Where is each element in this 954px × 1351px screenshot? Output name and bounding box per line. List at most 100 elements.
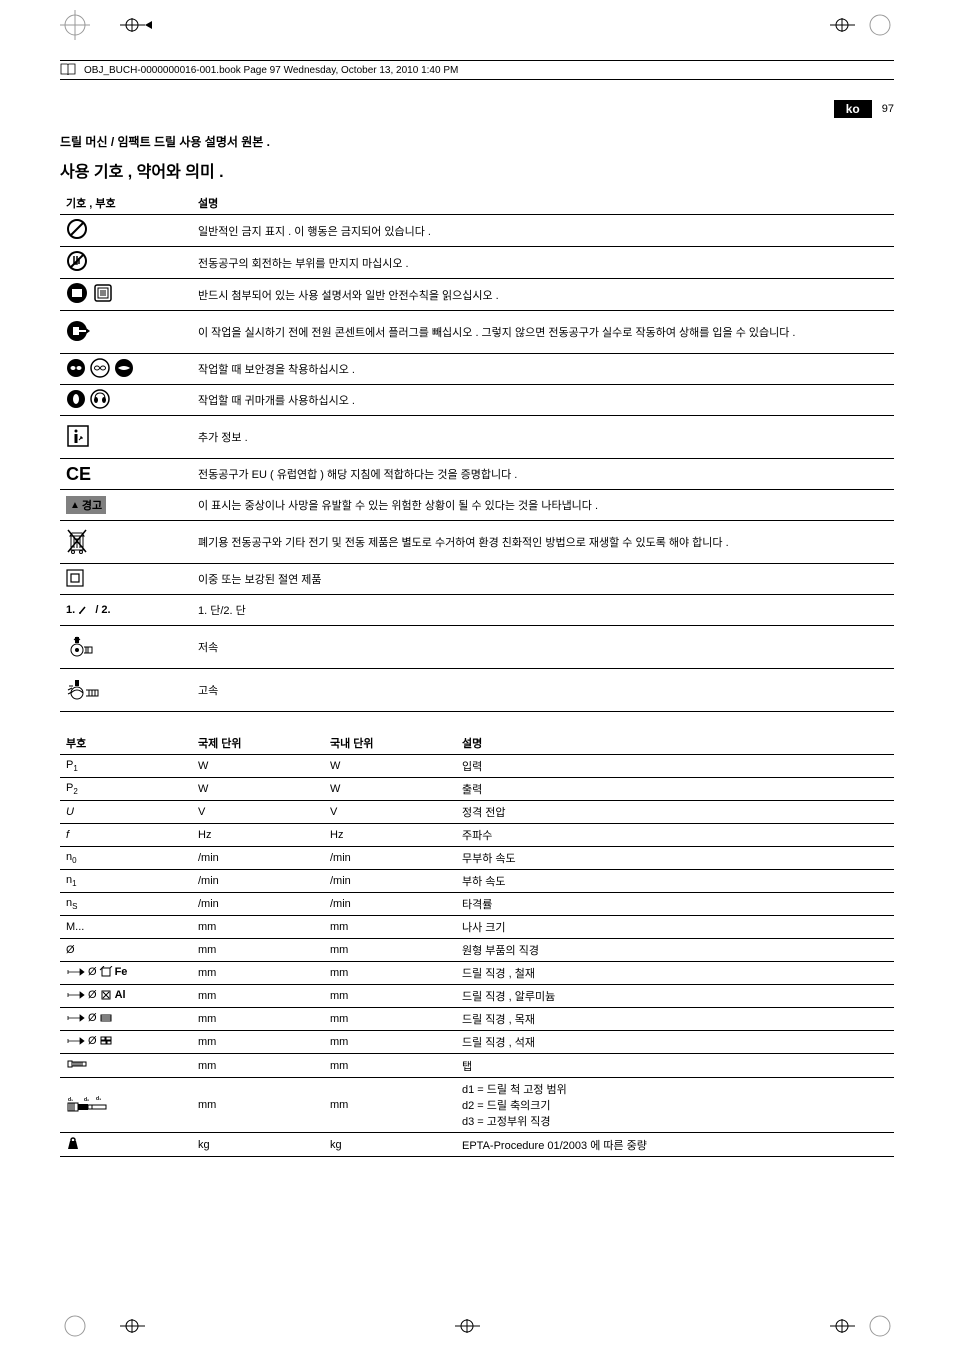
- svg-text:d₂: d₂: [84, 1097, 89, 1103]
- ce-mark: CE: [66, 464, 91, 484]
- udesc: 탭: [456, 1054, 894, 1078]
- fe-icon: [99, 966, 113, 978]
- udesc: 정격 전압: [456, 801, 894, 824]
- low-speed-icon: [66, 635, 96, 657]
- drill-icon: [66, 1036, 86, 1046]
- prohibit-icon: [66, 218, 88, 240]
- ear-icon-2: [90, 389, 110, 409]
- local: mm: [324, 939, 456, 962]
- udesc: 나사 크기: [456, 916, 894, 939]
- udesc: 부하 속도: [456, 870, 894, 893]
- local: mm: [324, 1078, 456, 1133]
- desc-cell: 추가 정보 .: [192, 416, 894, 459]
- drill-icon: [66, 967, 86, 977]
- desc-cell: 작업할 때 보안경을 착용하십시오 .: [192, 354, 894, 385]
- goggles-icon-3: [114, 358, 134, 378]
- sym: d₁d₂d₃: [60, 1078, 192, 1133]
- local: W: [324, 755, 456, 778]
- intl: mm: [192, 939, 324, 962]
- udesc: 드릴 직경 , 목재: [456, 1008, 894, 1031]
- col-desc: 설명: [192, 192, 894, 215]
- sym: n0: [60, 847, 192, 870]
- local: /min: [324, 870, 456, 893]
- crop-marks-bottom: [60, 1311, 894, 1341]
- udesc: 드릴 직경 , 석재: [456, 1031, 894, 1054]
- desc-cell: 고속: [192, 669, 894, 712]
- desc-cell: 폐기용 전동공구와 기타 전기 및 전동 제품은 별도로 수거하여 환경 친화적…: [192, 521, 894, 564]
- intl: mm: [192, 1054, 324, 1078]
- sym: f: [60, 824, 192, 847]
- sym: nS: [60, 893, 192, 916]
- intl: W: [192, 778, 324, 801]
- doc-title: 드릴 머신 / 임팩트 드릴 사용 설명서 원본 .: [60, 133, 894, 150]
- section-heading: 사용 기호 , 약어와 의미 .: [60, 158, 894, 182]
- sym: Ø Al: [60, 985, 192, 1008]
- intl: mm: [192, 1031, 324, 1054]
- warning-badge: ▲경고: [66, 496, 106, 514]
- intl: kg: [192, 1133, 324, 1157]
- local: W: [324, 778, 456, 801]
- desc-cell: 1. 단/2. 단: [192, 595, 894, 626]
- udesc: 무부하 속도: [456, 847, 894, 870]
- udesc: 입력: [456, 755, 894, 778]
- col-symbol: 기호 , 부호: [60, 192, 192, 215]
- intl: W: [192, 755, 324, 778]
- goggles-icon-2: [90, 358, 110, 378]
- local: mm: [324, 1008, 456, 1031]
- hand-book-icon: [66, 282, 88, 304]
- udesc: 주파수: [456, 824, 894, 847]
- col-intl: 국제 단위: [192, 732, 324, 755]
- intl: mm: [192, 962, 324, 985]
- desc-cell: 일반적인 금지 표지 . 이 행동은 금지되어 있습니다 .: [192, 215, 894, 247]
- sym: M...: [60, 916, 192, 939]
- sym: [60, 1054, 192, 1078]
- sym: [60, 1133, 192, 1157]
- local: mm: [324, 962, 456, 985]
- sym: U: [60, 801, 192, 824]
- local: mm: [324, 1031, 456, 1054]
- switch-icon: [78, 605, 92, 615]
- class2-icon: [66, 569, 84, 587]
- intl: V: [192, 801, 324, 824]
- intl: /min: [192, 847, 324, 870]
- local: /min: [324, 893, 456, 916]
- local: /min: [324, 847, 456, 870]
- sym: P1: [60, 755, 192, 778]
- desc-cell: 이 표시는 중상이나 사망을 유발할 수 있는 위험한 상황이 될 수 있다는 …: [192, 490, 894, 521]
- header-text: OBJ_BUCH-0000000016-001.book Page 97 Wed…: [84, 65, 458, 76]
- desc-cell: 작업할 때 귀마개를 사용하십시오 .: [192, 385, 894, 416]
- crop-marks-top: [60, 10, 894, 40]
- manual-icon: [92, 282, 114, 304]
- al-icon: [99, 989, 113, 1001]
- sym: P2: [60, 778, 192, 801]
- weight-icon: [66, 1136, 80, 1150]
- page-number: 97: [882, 103, 894, 115]
- page-header: ko 97: [60, 100, 894, 118]
- udesc: 타격률: [456, 893, 894, 916]
- local: mm: [324, 1054, 456, 1078]
- intl: mm: [192, 1008, 324, 1031]
- units-table: 부호 국제 단위 국내 단위 설명 P1WW입력 P2WW출력 UVV정격 전압…: [60, 732, 894, 1157]
- local: kg: [324, 1133, 456, 1157]
- intl: mm: [192, 916, 324, 939]
- high-speed-icon: [66, 678, 102, 700]
- chuck-icon: d₁d₂d₃: [66, 1095, 116, 1113]
- desc-cell: 이 작업을 실시하기 전에 전원 콘센트에서 플러그를 빼십시오 . 그렇지 않…: [192, 311, 894, 354]
- local: mm: [324, 916, 456, 939]
- local: Hz: [324, 824, 456, 847]
- local: V: [324, 801, 456, 824]
- desc-cell: 전동공구가 EU ( 유럽연합 ) 해당 지침에 적합하다는 것을 증명합니다 …: [192, 459, 894, 490]
- drill-icon: [66, 1013, 86, 1023]
- sym: Ø: [60, 1031, 192, 1054]
- svg-text:d₃: d₃: [96, 1096, 102, 1102]
- intl: /min: [192, 870, 324, 893]
- sym: Ø: [60, 1008, 192, 1031]
- weee-icon: [66, 528, 88, 554]
- drill-icon: [66, 990, 86, 1000]
- symbols-table: 기호 , 부호 설명 일반적인 금지 표지 . 이 행동은 금지되어 있습니다 …: [60, 192, 894, 712]
- udesc: 원형 부품의 직경: [456, 939, 894, 962]
- sym: Ø: [60, 939, 192, 962]
- goggles-icon: [66, 358, 86, 378]
- gear-label-2: / 2.: [95, 604, 110, 616]
- col-sym: 부호: [60, 732, 192, 755]
